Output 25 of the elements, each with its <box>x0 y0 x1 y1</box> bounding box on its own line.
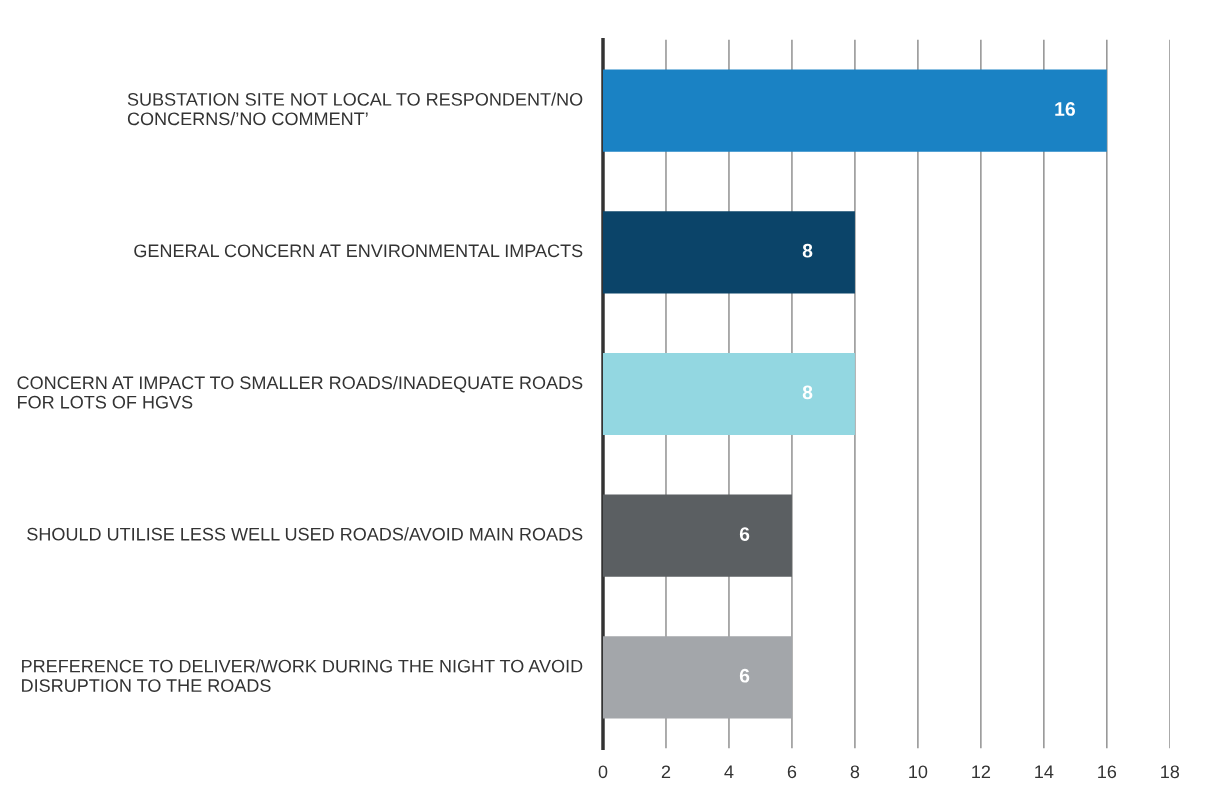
bar <box>603 211 855 294</box>
data-label: 6 <box>739 527 750 541</box>
x-tick-label: 16 <box>1098 765 1117 779</box>
data-label: 6 <box>739 668 750 683</box>
y-tick-label: PREFERENCE TO DELIVER/WORK DURING THE NIGHT TO AVOID DISRUPTION TO THE ROADS <box>22 659 583 692</box>
data-label: 8 <box>802 243 813 258</box>
y-tick-label: SHOULD UTILISE LESS WELL USED ROADS/AVOID MAIN ROADS <box>27 527 583 541</box>
bar <box>603 636 792 719</box>
x-tick-label: 2 <box>661 765 671 778</box>
bar <box>603 352 855 436</box>
y-tick-label: SUBSTATION SITE NOT LOCAL TO RESPONDENT/NO CONCERNS/’NO COMMENT’ <box>127 92 583 126</box>
data-label: 8 <box>802 385 813 400</box>
x-tick-label: 18 <box>1161 765 1180 779</box>
y-tick-label: CONCERN AT IMPACT TO SMALLER ROADS/INADEQUATE ROADS FOR LOTS OF HGVS <box>17 375 583 409</box>
x-tick-label: 10 <box>909 765 928 779</box>
bar <box>603 494 792 577</box>
y-tick-label: GENERAL CONCERN AT ENVIRONMENTAL IMPACTS <box>134 244 583 258</box>
x-tick-label: 8 <box>850 765 860 779</box>
data-label: 16 <box>1055 102 1075 116</box>
x-tick-label: 14 <box>1035 765 1054 778</box>
x-tick-label: 4 <box>724 765 734 778</box>
x-tick-label: 0 <box>598 765 608 779</box>
x-tick-label: 6 <box>787 765 797 779</box>
bar <box>603 69 1107 152</box>
x-tick-label: 12 <box>972 765 991 778</box>
